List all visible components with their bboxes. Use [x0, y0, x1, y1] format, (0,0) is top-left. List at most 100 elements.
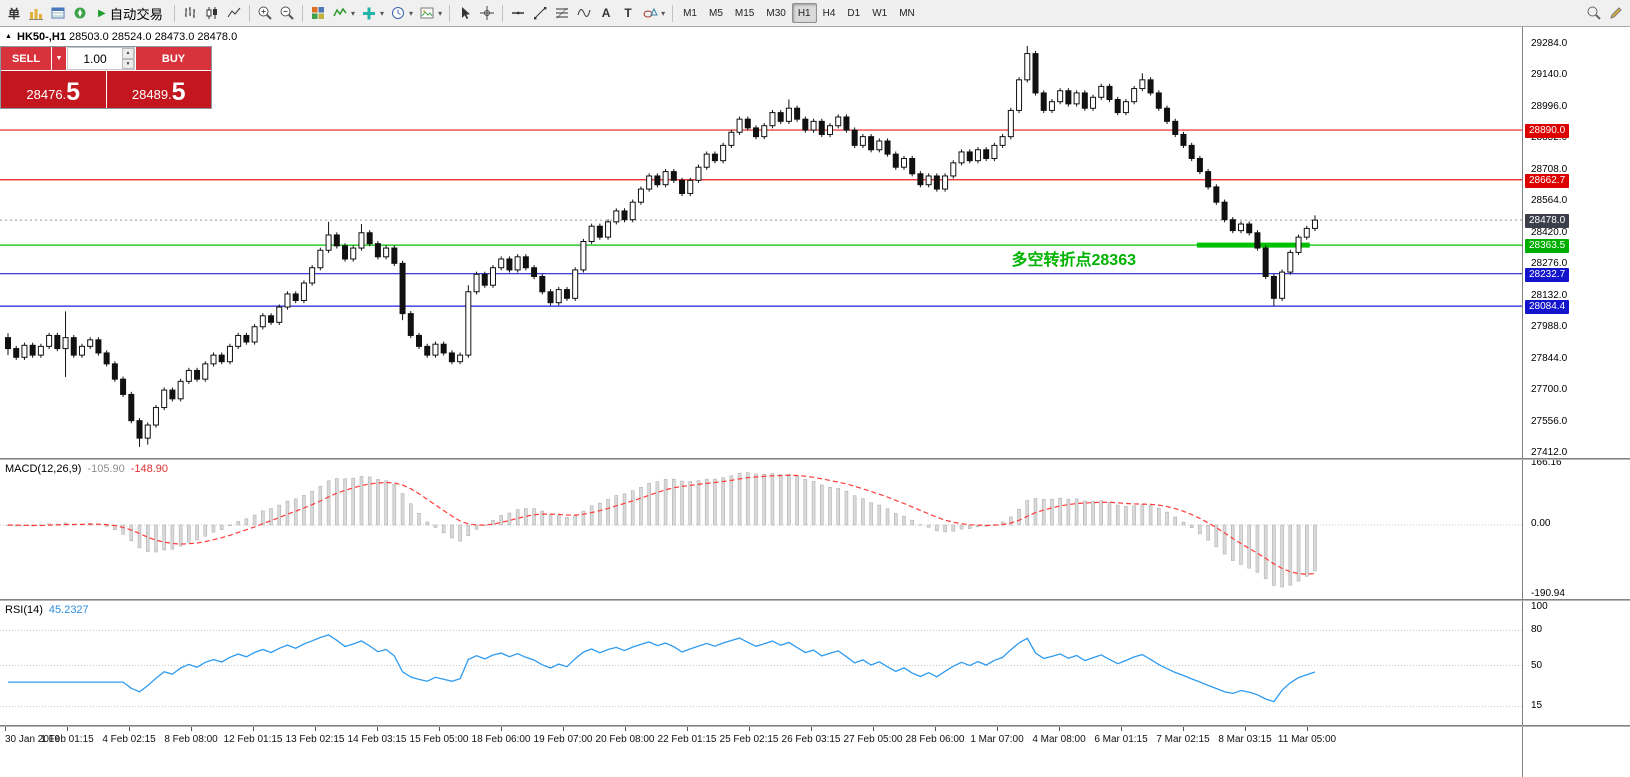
- period-clock-button[interactable]: ▾: [387, 2, 416, 24]
- shapes-tool-button[interactable]: ▾: [639, 2, 668, 24]
- crosshair-tool-button[interactable]: [476, 2, 498, 24]
- support-band[interactable]: [1196, 242, 1310, 248]
- time-tick: [315, 727, 316, 731]
- candle-body: [966, 151, 973, 162]
- time-label: 13 Feb 02:15: [285, 734, 345, 745]
- candle-body: [1073, 92, 1080, 105]
- candle-body: [194, 369, 201, 380]
- macd-bar: [1272, 524, 1276, 586]
- tab-timeframe-m30[interactable]: M30: [760, 3, 792, 23]
- indicators-button[interactable]: ▾: [329, 2, 358, 24]
- new-order-button[interactable]: 单: [3, 2, 25, 24]
- buy-button[interactable]: BUY: [136, 47, 211, 70]
- macd-bar: [277, 504, 282, 526]
- candle-body: [87, 339, 94, 347]
- zoom-out-button[interactable]: [276, 2, 298, 24]
- cursor-tool-button[interactable]: [454, 2, 476, 24]
- time-label: 6 Mar 01:15: [1094, 734, 1148, 745]
- add-object-button[interactable]: ▾: [358, 2, 387, 24]
- macd-canvas[interactable]: [0, 460, 1522, 598]
- macd-bar: [491, 520, 495, 526]
- sell-price[interactable]: 28476. 5: [1, 71, 106, 108]
- macd-bar: [762, 474, 766, 526]
- panel-splitter[interactable]: [0, 599, 1630, 601]
- macd-bar: [811, 481, 816, 526]
- bar-chart-type-button[interactable]: [179, 2, 201, 24]
- market-watch-button[interactable]: [25, 2, 47, 24]
- label-tool-button[interactable]: T: [617, 2, 639, 24]
- line-chart-type-button[interactable]: [223, 2, 245, 24]
- macd-bar: [515, 509, 520, 526]
- volume-input[interactable]: [68, 48, 122, 69]
- macd-bar: [836, 488, 840, 526]
- candle-body: [621, 210, 628, 221]
- tab-timeframe-h4[interactable]: H4: [816, 3, 842, 23]
- rsi-canvas[interactable]: [0, 601, 1522, 725]
- macd-bar: [1148, 505, 1153, 526]
- line-chart-icon: [227, 7, 241, 18]
- macd-bar: [926, 524, 931, 528]
- candle-body: [827, 125, 833, 135]
- candle-body: [1205, 171, 1212, 188]
- candle-body: [769, 112, 776, 127]
- zoom-in-button[interactable]: [254, 2, 276, 24]
- macd-bar: [918, 524, 923, 526]
- candle-body: [424, 345, 431, 356]
- buy-price[interactable]: 28489. 5: [106, 71, 211, 108]
- tab-timeframe-m1[interactable]: M1: [677, 3, 703, 23]
- tile-windows-button[interactable]: [307, 2, 329, 24]
- candle-body: [580, 241, 587, 271]
- wave-tool-button[interactable]: [573, 2, 595, 24]
- search-button[interactable]: [1583, 2, 1605, 24]
- candle-body: [1007, 109, 1014, 138]
- price-axis[interactable]: 29284.029140.028996.028852.028708.028564…: [1522, 27, 1630, 777]
- tab-timeframe-h1[interactable]: H1: [791, 3, 817, 23]
- dropdown-icon: ▾: [380, 8, 385, 18]
- navigator-button[interactable]: [69, 2, 91, 24]
- sell-button[interactable]: SELL: [1, 47, 51, 70]
- tab-timeframe-w1[interactable]: W1: [866, 3, 894, 23]
- tab-timeframe-mn[interactable]: MN: [893, 3, 921, 23]
- macd-bar: [121, 524, 125, 535]
- collapse-marker-icon[interactable]: ▲: [5, 33, 12, 40]
- macd-bar: [244, 518, 249, 526]
- macd-bar: [343, 478, 347, 526]
- horizontal-line-tool-button[interactable]: [507, 2, 529, 24]
- volume-up-button[interactable]: ▲: [122, 48, 134, 59]
- macd-bar: [1099, 500, 1104, 526]
- candle-body: [1090, 96, 1097, 109]
- price-tick-label: 27412.0: [1531, 447, 1568, 458]
- macd-bar: [1288, 524, 1293, 586]
- time-axis[interactable]: 30 Jan 2019 1 Feb 01:15 4 Feb 02:15 8 Feb 0…: [0, 727, 1522, 777]
- snapshot-button[interactable]: ▾: [416, 2, 445, 24]
- fibonacci-tool-button[interactable]: [551, 2, 573, 24]
- macd-bar: [622, 493, 627, 526]
- trendline-tool-button[interactable]: [529, 2, 551, 24]
- candle-body: [37, 345, 44, 356]
- candle-body: [1098, 85, 1105, 98]
- macd-bar: [219, 524, 224, 530]
- candle-body: [637, 188, 644, 203]
- rsi-name: RSI(14): [5, 604, 43, 616]
- macd-bar: [302, 495, 306, 526]
- time-tick: [377, 727, 378, 731]
- volume-down-button[interactable]: ▼: [122, 58, 134, 69]
- candle-body: [1057, 90, 1064, 103]
- tab-timeframe-m5[interactable]: M5: [703, 3, 729, 23]
- tab-timeframe-m15[interactable]: M15: [728, 3, 761, 23]
- sell-options-dropdown[interactable]: ▼: [52, 47, 66, 70]
- candle-body: [268, 315, 275, 323]
- edit-button[interactable]: [1605, 2, 1627, 24]
- zoom-in-icon: [258, 6, 272, 20]
- candle-body: [152, 407, 159, 426]
- autotrading-button[interactable]: ▶ 自动交易: [91, 2, 170, 24]
- data-window-button[interactable]: [47, 2, 69, 24]
- panel-splitter[interactable]: [0, 458, 1630, 460]
- price-chart-canvas[interactable]: 多空转折点28363: [0, 27, 1522, 459]
- panel-splitter[interactable]: [0, 725, 1630, 727]
- candle-body: [605, 221, 612, 238]
- tab-timeframe-d1[interactable]: D1: [841, 3, 867, 23]
- text-tool-button[interactable]: A: [595, 2, 617, 24]
- candle-body: [235, 334, 242, 347]
- candlestick-chart-type-button[interactable]: [201, 2, 223, 24]
